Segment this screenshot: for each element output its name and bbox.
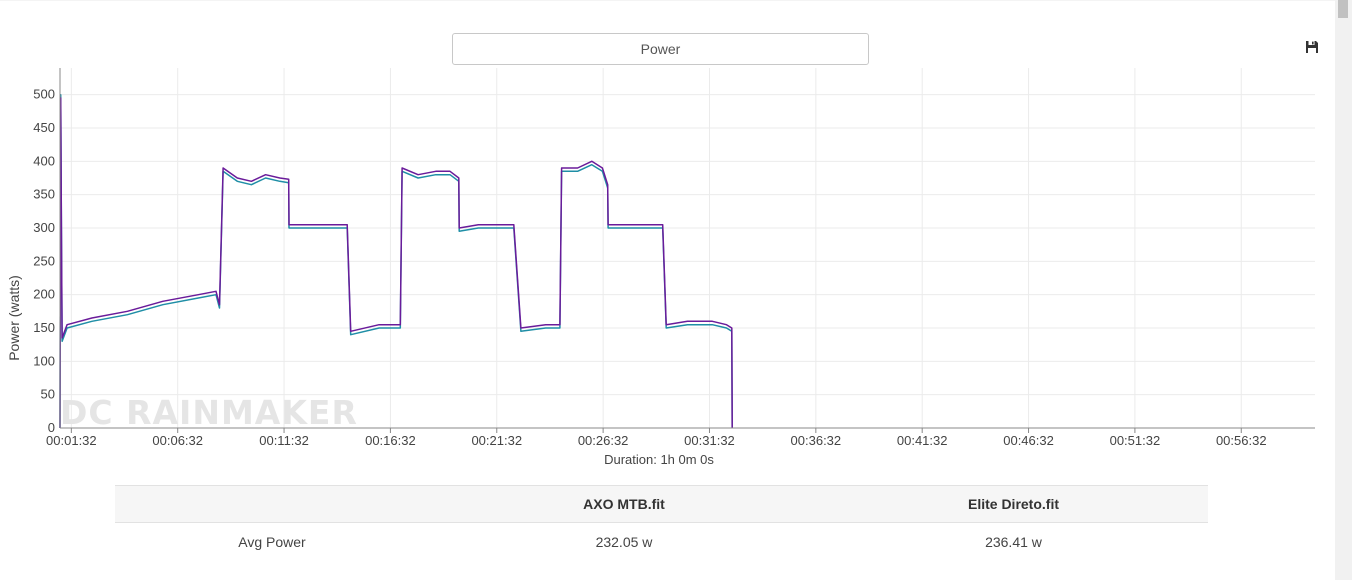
stat-value-axo: 232.05 w xyxy=(595,534,653,550)
y-tick-label: 350 xyxy=(33,187,55,202)
x-tick-label: 00:41:32 xyxy=(897,433,948,448)
x-tick-label: 00:11:32 xyxy=(259,433,309,448)
y-tick-label: 400 xyxy=(33,153,55,168)
x-tick-label: 00:46:32 xyxy=(1003,433,1054,448)
chart-grid xyxy=(60,68,1315,429)
y-tick-label: 100 xyxy=(33,353,55,368)
x-tick-label: 00:01:32 xyxy=(46,433,97,448)
chart-series xyxy=(59,93,733,429)
power-chart: DC RAINMAKER 0 50 100 150 200 250 300 350 400 450… xyxy=(6,68,1315,467)
y-tick-label: 300 xyxy=(33,220,55,235)
stats-header-row: AXO MTB.fit Elite Direto.fit xyxy=(115,485,1208,523)
stats-header-axo: AXO MTB.fit xyxy=(429,485,819,523)
stat-value-elite: 236.41 w xyxy=(985,534,1042,550)
metric-selector[interactable]: Power xyxy=(452,33,869,65)
floppy-disk-icon[interactable] xyxy=(1305,40,1319,54)
watermark-text: DC RAINMAKER xyxy=(60,393,358,432)
stats-table: AXO MTB.fit Elite Direto.fit Avg Power 2… xyxy=(115,485,1208,561)
stats-header-elite: Elite Direto.fit xyxy=(819,485,1208,523)
series-line-axo-mtb xyxy=(59,93,733,429)
chart-axes: 0 50 100 150 200 250 300 350 400 450 500 00:01:32 00… xyxy=(33,68,1315,448)
page-scrollbar[interactable] xyxy=(1335,0,1352,580)
series-line-elite-direto xyxy=(59,97,733,429)
x-tick-label: 00:06:32 xyxy=(152,433,203,448)
table-row: Avg Power 232.05 w 236.41 w xyxy=(115,523,1208,562)
stat-label: Avg Power xyxy=(238,534,306,550)
top-border xyxy=(0,0,1335,1)
y-tick-label: 200 xyxy=(33,287,55,302)
x-axis-label: Duration: 1h 0m 0s xyxy=(604,452,714,467)
x-tick-label: 00:26:32 xyxy=(578,433,629,448)
y-tick-label: 450 xyxy=(33,120,55,135)
y-tick-label: 250 xyxy=(33,253,55,268)
metric-selector-value: Power xyxy=(640,41,681,57)
y-axis-label: Power (watts) xyxy=(6,275,22,361)
y-tick-label: 150 xyxy=(33,320,55,335)
x-tick-label: 00:51:32 xyxy=(1110,433,1161,448)
x-tick-label: 00:21:32 xyxy=(471,433,522,448)
x-tick-label: 00:36:32 xyxy=(791,433,842,448)
x-tick-label: 00:16:32 xyxy=(365,433,416,448)
x-tick-label: 00:31:32 xyxy=(684,433,735,448)
scrollbar-thumb[interactable] xyxy=(1338,0,1348,18)
x-tick-label: 00:56:32 xyxy=(1216,433,1267,448)
stats-header-label xyxy=(115,485,429,523)
y-tick-label: 50 xyxy=(41,387,55,402)
y-tick-label: 0 xyxy=(48,420,55,435)
y-tick-label: 500 xyxy=(33,87,55,102)
